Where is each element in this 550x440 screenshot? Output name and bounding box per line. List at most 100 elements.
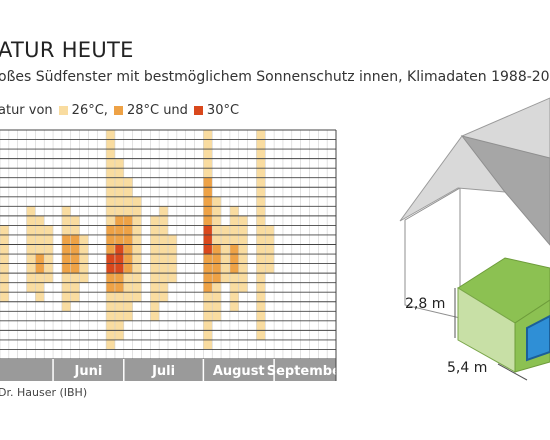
heat-cell [114,330,124,340]
heat-cell [35,282,45,293]
house-roof-front [460,135,550,246]
heat-cell [150,273,160,283]
legend-prefix: atur von [0,103,53,118]
heat-cell [159,282,168,293]
heat-cell [256,215,266,226]
heat-cell [256,311,266,321]
heat-cell [203,130,213,140]
heat-cell [203,339,213,350]
heat-cell [132,196,142,207]
source-note: Dr. Hauser (IBH) [0,386,88,399]
heat-cell [106,130,115,140]
heat-cell [114,282,124,293]
heat-cell [238,215,248,226]
heat-cell [150,301,160,312]
heat-cell [256,177,266,188]
heat-cell [168,273,177,283]
heat-cell [123,311,133,321]
heat-cell [61,254,71,264]
heat-cell [123,244,133,255]
heat-cell [265,234,275,245]
heat-cell [159,215,168,226]
heat-cell [44,225,54,235]
heat-cell [61,273,71,283]
heat-cell [35,225,45,235]
heat-cell [61,206,71,216]
heat-cell [238,244,248,255]
heat-cell [35,234,45,245]
heat-cell [106,292,115,302]
heat-cell [203,244,213,255]
heat-cell [168,254,177,264]
heat-cell [212,311,222,321]
heat-cell [106,206,115,216]
heat-cell [203,206,213,216]
heat-cell [203,263,213,274]
heat-cell [203,215,213,226]
heat-cell [203,273,213,283]
heat-cell [203,187,213,197]
heat-cell [106,149,115,159]
heat-cell [212,196,222,207]
heat-cell [256,254,266,264]
heat-cell [159,225,168,235]
heat-cell [212,225,222,235]
heat-cell [79,244,89,255]
legend-swatch-30 [193,106,203,115]
heat-cell [159,273,168,283]
month-label: September [267,364,348,379]
heat-cell [159,206,168,216]
heat-cell [0,254,9,264]
heat-cell [229,273,239,283]
heat-cell [221,273,230,283]
heat-cell [229,292,239,302]
heat-cell [256,158,266,169]
heat-cell [150,254,160,264]
heat-cell [132,273,142,283]
heat-cell [123,301,133,312]
south-window [526,314,550,362]
heat-cell [229,254,239,264]
month-label: Juli [151,364,175,379]
heat-cell [0,225,9,235]
heat-cell [114,196,124,207]
heat-cell [26,244,36,255]
heat-cell [79,254,89,264]
heat-cell [70,225,80,235]
heat-cell [44,234,54,245]
heat-cell [61,292,71,302]
height-label: 2,8 m [405,296,445,312]
chart-subtitle: oßes Südfenster mit bestmöglichem Sonnen… [0,69,550,85]
heat-cell [203,254,213,264]
heat-cell [238,234,248,245]
heat-cell [106,215,115,226]
month-label: August [213,364,265,379]
heat-cell [114,311,124,321]
heat-cell [238,225,248,235]
heat-cell [26,273,36,283]
heat-cell [114,263,124,274]
heat-cell [150,215,160,226]
heat-cell [123,225,133,235]
heat-cell [114,234,124,245]
heat-cell [106,158,115,169]
heat-cell [168,263,177,274]
heat-cell [132,254,142,264]
heat-cell [150,311,160,321]
heat-cell [212,244,222,255]
heat-cell [114,168,124,178]
heat-cell [203,292,213,302]
legend: atur von 26°C, 28°C und 30°C [0,103,239,118]
heat-cell [35,263,45,274]
heat-cell [106,311,115,321]
heat-cell [114,320,124,331]
heat-cell [35,273,45,283]
heat-cell [35,292,45,302]
heat-cell [203,234,213,245]
heat-cell [44,263,54,274]
heat-cell [150,282,160,293]
heat-cell [123,263,133,274]
month-band [0,359,336,381]
heat-cell [221,225,230,235]
